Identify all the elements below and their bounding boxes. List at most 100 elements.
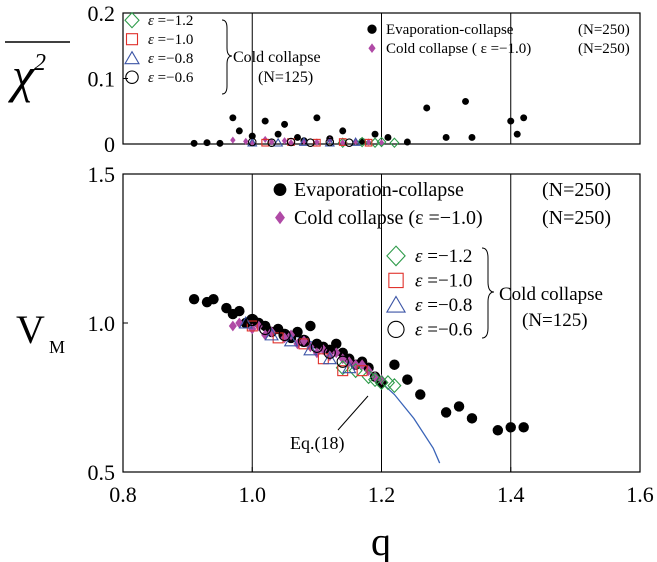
- point-s1-12: [319, 344, 328, 356]
- point-s2-2: [361, 369, 376, 385]
- vm-run-label-0: Evaporation-collapse: [294, 179, 464, 201]
- y-tick-label-1: 1.0: [88, 311, 116, 336]
- point-s5-0: [247, 137, 257, 147]
- point-s3-0: [246, 320, 258, 332]
- point-s0-36: [518, 422, 529, 433]
- point-s0-30: [415, 389, 426, 400]
- chi2-run-label-1: Cold collapse ( ε =−1.0): [386, 41, 531, 57]
- chi2-run-marker-0: [367, 24, 377, 34]
- point-s1-0: [230, 136, 236, 144]
- chi2-run-label-0: Evaporation-collapse: [386, 22, 514, 38]
- vm-legend-brace: [481, 247, 495, 339]
- chi2-run-n-1: (N=250): [578, 41, 630, 57]
- y-tick-label-0: 0.5: [88, 460, 116, 485]
- point-s0-1: [203, 139, 211, 147]
- point-s3-4: [337, 365, 349, 377]
- vm-legend-group-n: (N=125): [522, 310, 588, 331]
- point-s0-3: [229, 114, 237, 122]
- point-s0-2: [216, 139, 224, 147]
- point-s0-16: [384, 133, 392, 141]
- vm-legend-group-label: Cold collapse: [499, 284, 603, 305]
- point-s4-1: [272, 137, 284, 147]
- point-s0-21: [468, 133, 476, 141]
- point-s2-4: [374, 375, 389, 391]
- chi2-axis-label: χ2: [5, 41, 70, 103]
- chi2-legend-group-n: (N=125): [258, 69, 313, 86]
- vm-panel: 0.5 1.0 1.5 0.8 1.0 1.2 1.4 1.6 V M q Eq.(18) E…: [16, 162, 654, 562]
- y-tick-label-2: 1.5: [88, 162, 116, 187]
- point-s2-1: [348, 363, 363, 379]
- point-s0-29: [402, 374, 413, 385]
- x-tick-label-0: 0.8: [109, 482, 137, 507]
- chi2-panel: 0 0.1 0.2 χ2 ε =−1.2 ε =−1.0 ε =−0.8 ε =−0.6 …: [5, 1, 641, 157]
- point-s1-4: [268, 138, 275, 146]
- point-s5-6: [336, 355, 349, 368]
- point-s5-1: [259, 322, 272, 336]
- point-s0-0: [188, 293, 200, 305]
- vm-run-marker-1: [275, 211, 285, 225]
- point-s5-2: [278, 328, 291, 342]
- point-s0-13: [339, 127, 347, 135]
- vm-run-marker-0: [273, 183, 287, 196]
- vm-legend-runs: Evaporation-collapse (N=250) Cold collapse…: [273, 179, 611, 229]
- vm-marks: [188, 293, 529, 436]
- vm-run-n-1: (N=250): [542, 207, 611, 229]
- point-s3-4: [364, 138, 373, 147]
- point-s4-3: [303, 342, 318, 356]
- chi2-eps-label-0: ε =−1.2: [148, 13, 193, 29]
- point-s1-5: [267, 326, 276, 338]
- vm-eps-label-1: ε =−1.0: [415, 271, 472, 292]
- chi2-legend-runs: Evaporation-collapse (N=250) Cold collapse…: [367, 22, 630, 57]
- point-s4-0: [238, 316, 254, 329]
- point-s0-15: [371, 130, 379, 138]
- point-s4-1: [264, 327, 279, 341]
- point-s1-10: [340, 139, 346, 147]
- point-s4-4: [350, 137, 361, 146]
- point-s5-3: [297, 334, 311, 348]
- point-s0-8: [281, 120, 289, 128]
- point-s0-32: [453, 401, 465, 412]
- point-s1-6: [288, 139, 294, 147]
- x-axis-label: q: [371, 519, 391, 562]
- point-s0-24: [520, 114, 528, 122]
- eq18-curve-line: [252, 322, 441, 464]
- point-s1-2: [249, 139, 255, 147]
- eq18-annotation: Eq.(18): [290, 395, 369, 454]
- point-s3-5: [356, 365, 368, 377]
- point-s5-5: [344, 138, 354, 147]
- point-s0-14: [292, 326, 303, 338]
- chi2-eps-label-3: ε =−0.6: [148, 70, 194, 86]
- vm-axis-ticks: 0.5 1.0 1.5 0.8 1.0 1.2 1.4 1.6: [88, 162, 654, 507]
- point-s2-4: [389, 137, 400, 148]
- point-s0-34: [492, 425, 504, 436]
- point-s1-18: [358, 359, 367, 371]
- point-s5-3: [306, 138, 315, 147]
- vm-label-sub: M: [49, 337, 65, 357]
- vm-legend-epsilon: ε =−1.2 ε =−1.0 ε =−0.8 ε =−0.6 Cold collap…: [385, 245, 603, 341]
- point-s5-1: [267, 138, 276, 147]
- point-s0-28: [389, 359, 400, 370]
- vm-label-v: V: [16, 307, 45, 352]
- point-s0-9: [294, 133, 301, 141]
- point-s0-7: [274, 130, 282, 138]
- point-s0-20: [462, 97, 469, 105]
- point-s0-23: [513, 130, 521, 138]
- x-tick-label-2: 1.2: [368, 482, 396, 507]
- point-s0-18: [423, 104, 431, 112]
- point-s5-5: [323, 346, 336, 359]
- vm-run-n-0: (N=250): [542, 179, 611, 201]
- eq18-curve: [252, 322, 441, 464]
- point-s0-20: [331, 338, 342, 350]
- point-s4-4: [322, 351, 338, 365]
- point-s5-2: [286, 137, 296, 147]
- chi2-eps-label-2: ε =−0.8: [148, 51, 193, 67]
- chi2-eps-label-1: ε =−1.0: [148, 32, 193, 48]
- x-tick-label-1: 1.0: [239, 482, 267, 507]
- point-s2-3: [367, 372, 383, 388]
- y-tick-label-2: 0.2: [88, 1, 116, 26]
- point-s2-6: [387, 378, 402, 394]
- chi2-label-text: χ2: [8, 47, 46, 103]
- point-s0-19: [442, 133, 450, 141]
- point-s1-12: [365, 138, 372, 146]
